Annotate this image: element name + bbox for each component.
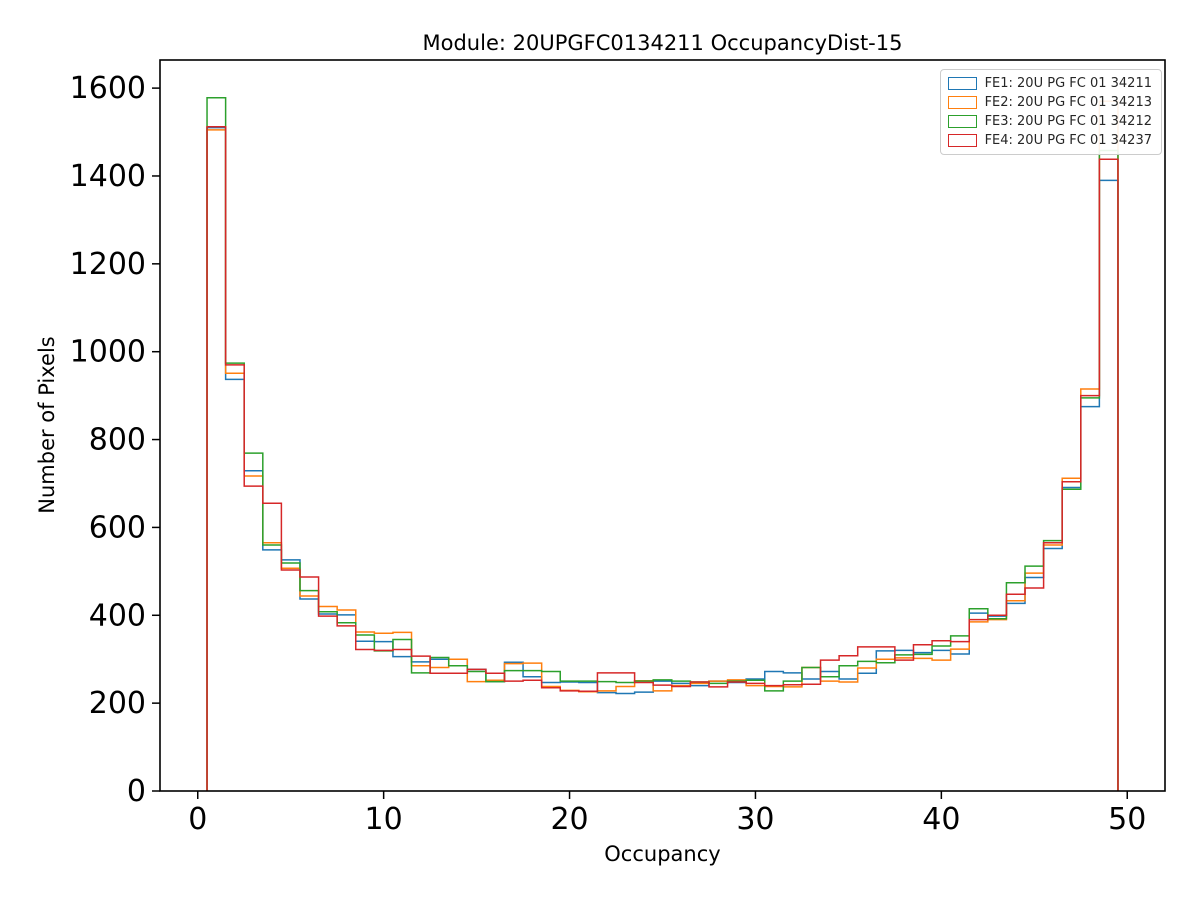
legend-label: FE1: 20U PG FC 01 34211 — [984, 76, 1152, 91]
y-tick-label: 1000 — [70, 335, 146, 370]
y-tick-label: 400 — [89, 598, 146, 633]
series-step-3 — [206, 97, 1119, 791]
x-tick-label: 30 — [736, 802, 774, 837]
legend-label: FE2: 20U PG FC 01 34213 — [984, 95, 1152, 110]
y-axis-label: Number of Pixels — [35, 336, 59, 514]
legend-swatch-icon — [947, 134, 977, 147]
y-tick-label: 1200 — [70, 247, 146, 282]
x-tick-label: 20 — [550, 802, 588, 837]
legend-entry: FE1: 20U PG FC 01 34211 — [947, 76, 1152, 91]
chart-title: Module: 20UPGFC0134211 OccupancyDist-15 — [422, 31, 903, 55]
legend-label: FE4: 20U PG FC 01 34237 — [984, 133, 1152, 148]
x-tick-label: 0 — [188, 802, 207, 837]
legend-swatch-icon — [947, 77, 977, 90]
legend-swatch-icon — [947, 115, 977, 128]
series-step-4 — [206, 126, 1119, 791]
x-axis-label: Occupancy — [604, 842, 721, 866]
legend-entry: FE3: 20U PG FC 01 34212 — [947, 114, 1152, 129]
x-tick-label: 10 — [365, 802, 403, 837]
y-tick-label: 800 — [89, 423, 146, 458]
series-step-2 — [206, 100, 1119, 791]
legend: FE1: 20U PG FC 01 34211 FE2: 20U PG FC 01… — [939, 69, 1162, 155]
legend-swatch-icon — [947, 96, 977, 109]
y-tick-label: 0 — [127, 774, 146, 809]
y-tick-label: 1600 — [70, 71, 146, 106]
y-tick-label: 200 — [89, 686, 146, 721]
y-tick-label: 1400 — [70, 159, 146, 194]
plot-border — [159, 59, 1166, 792]
x-tick-label: 50 — [1108, 802, 1146, 837]
legend-entry: FE2: 20U PG FC 01 34213 — [947, 95, 1152, 110]
x-tick-label: 40 — [922, 802, 960, 837]
y-tick-label: 600 — [89, 510, 146, 545]
legend-entry: FE4: 20U PG FC 01 34237 — [947, 133, 1152, 148]
legend-label: FE3: 20U PG FC 01 34212 — [984, 114, 1152, 129]
